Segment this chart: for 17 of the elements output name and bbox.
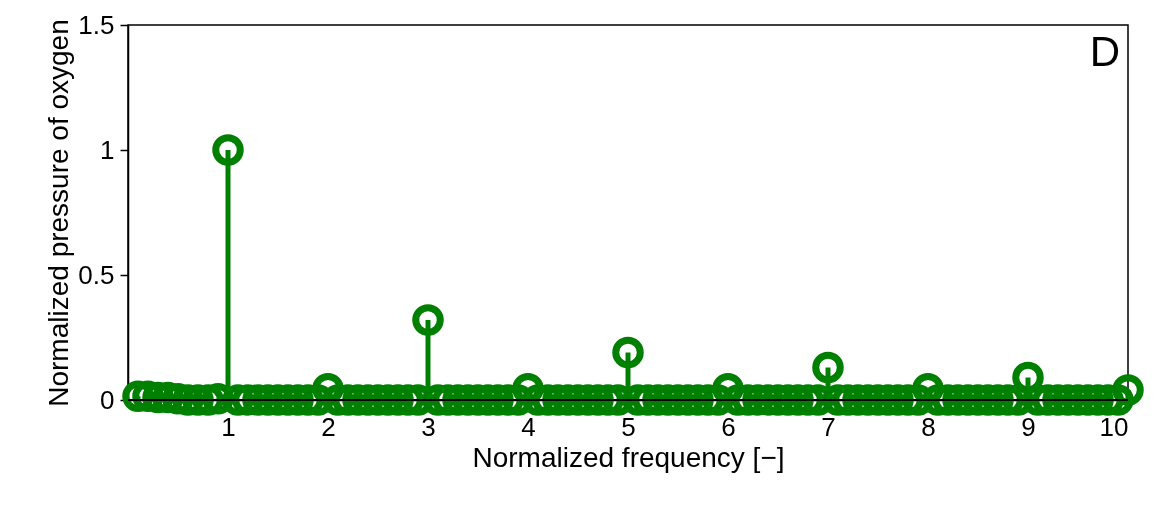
x-tick-label: 7 [821,411,836,442]
x-axis-title: Normalized frequency [−] [472,441,785,473]
x-tick-label: 4 [521,411,536,442]
annotation: D [1089,28,1120,75]
x-tick-label: 6 [721,411,736,442]
y-tick-label: 0 [100,384,115,415]
x-tick-label: 3 [421,411,436,442]
y-tick-label: 1 [100,134,115,165]
x-tick-label: 10 [1099,411,1129,442]
y-axis-title: Normalized pressure of oxygen [43,19,75,407]
x-tick-label: 2 [321,411,336,442]
y-tick-label: 0.5 [78,259,115,290]
x-tick-label: 9 [1021,411,1036,442]
y-tick-label: 1.5 [78,9,115,40]
x-tick-label: 5 [621,411,636,442]
x-tick-label: 8 [921,411,936,442]
x-tick-label: 1 [221,411,236,442]
